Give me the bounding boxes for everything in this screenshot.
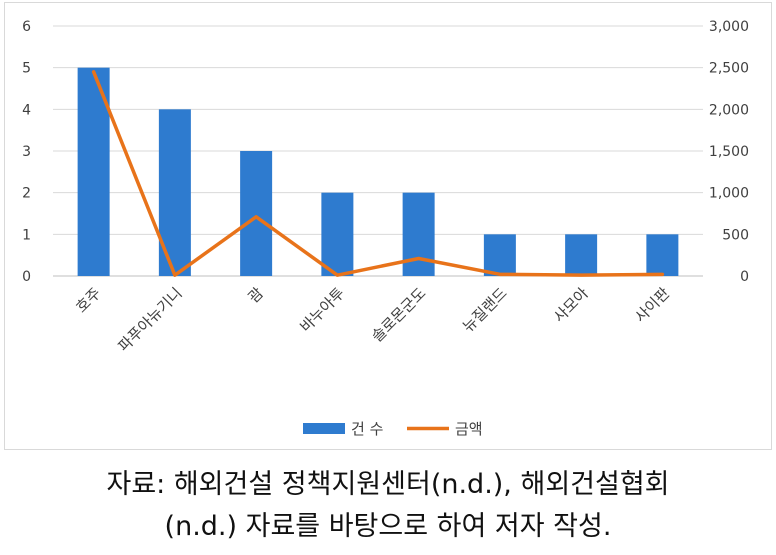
- legend-bar-label: 건 수: [351, 420, 383, 438]
- left-tick-label: 0: [22, 269, 31, 285]
- amount-line: [91, 70, 665, 277]
- chart-frame: 0 1 2 3 4 5 6 0 500 1,000 1,500 2,000 2,500 3,000 호주…: [4, 2, 772, 450]
- category-label: 파푸아뉴기니: [114, 284, 185, 355]
- category-label: 바누아투: [296, 284, 348, 336]
- left-tick-label: 3: [22, 144, 31, 160]
- bar: [240, 151, 273, 276]
- source-caption-line-1: 자료: 해외건설 정책지원센터(n.d.), 해외건설협회: [106, 469, 670, 500]
- category-axis: 호주 파푸아뉴기니 괌 바누아투 솔로몬군도 뉴질랜드 사모아 사이판: [72, 284, 673, 355]
- left-tick-label: 4: [22, 102, 31, 118]
- right-tick-label: 2,500: [709, 61, 749, 77]
- category-label: 뉴질랜드: [459, 284, 511, 336]
- legend: 건 수 금액: [303, 420, 483, 438]
- left-tick-label: 2: [22, 186, 31, 202]
- combo-chart: 0 1 2 3 4 5 6 0 500 1,000 1,500 2,000 2,500 3,000 호주…: [22, 19, 749, 438]
- category-label: 괌: [244, 284, 267, 307]
- left-axis: 0 1 2 3 4 5 6: [22, 19, 31, 285]
- bar: [321, 192, 354, 276]
- right-tick-label: 0: [740, 269, 749, 285]
- bar: [646, 234, 679, 276]
- gridlines: [53, 25, 703, 277]
- left-tick-label: 1: [22, 227, 31, 243]
- left-tick-label: 6: [22, 19, 31, 35]
- line-series: [91, 70, 665, 277]
- legend-bar-swatch: [303, 423, 345, 434]
- right-axis: 0 500 1,000 1,500 2,000 2,500 3,000: [709, 19, 749, 285]
- right-tick-label: 2,000: [709, 102, 749, 118]
- left-tick-label: 5: [22, 61, 31, 77]
- right-tick-label: 1,500: [709, 144, 749, 160]
- right-tick-label: 1,000: [709, 186, 749, 202]
- right-tick-label: 3,000: [709, 19, 749, 35]
- legend-line-label: 금액: [455, 420, 483, 438]
- category-label: 솔로몬군도: [368, 284, 430, 346]
- right-tick-label: 500: [722, 227, 749, 243]
- category-label: 호주: [72, 284, 104, 316]
- bar: [565, 234, 598, 276]
- bar: [483, 234, 516, 276]
- source-caption-line-2: (n.d.) 자료를 바탕으로 하여 저자 작성.: [164, 511, 612, 542]
- bar: [402, 192, 435, 276]
- category-label: 사이판: [631, 284, 673, 326]
- category-label: 사모아: [550, 284, 592, 326]
- bar-series: [77, 67, 679, 277]
